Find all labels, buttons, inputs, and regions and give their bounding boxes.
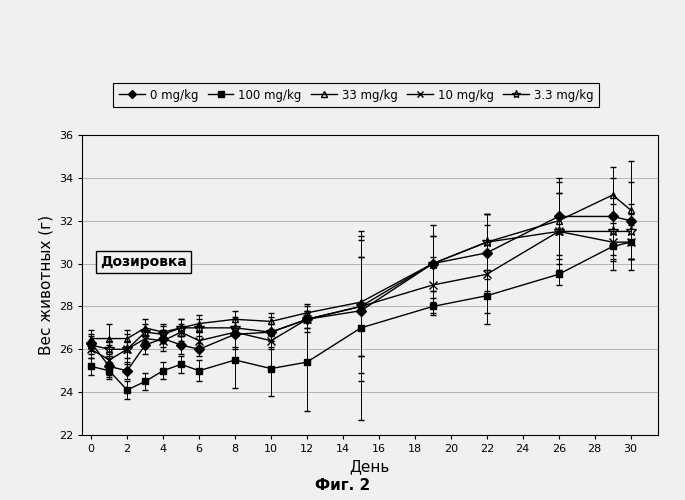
Text: Дозировка: Дозировка bbox=[100, 255, 187, 269]
Legend: 0 mg/kg, 100 mg/kg, 33 mg/kg, 10 mg/kg, 3.3 mg/kg: 0 mg/kg, 100 mg/kg, 33 mg/kg, 10 mg/kg, … bbox=[113, 82, 599, 108]
Text: Фиг. 2: Фиг. 2 bbox=[315, 478, 370, 493]
Y-axis label: Вес животных (г): Вес животных (г) bbox=[38, 215, 53, 355]
X-axis label: День: День bbox=[350, 460, 390, 474]
